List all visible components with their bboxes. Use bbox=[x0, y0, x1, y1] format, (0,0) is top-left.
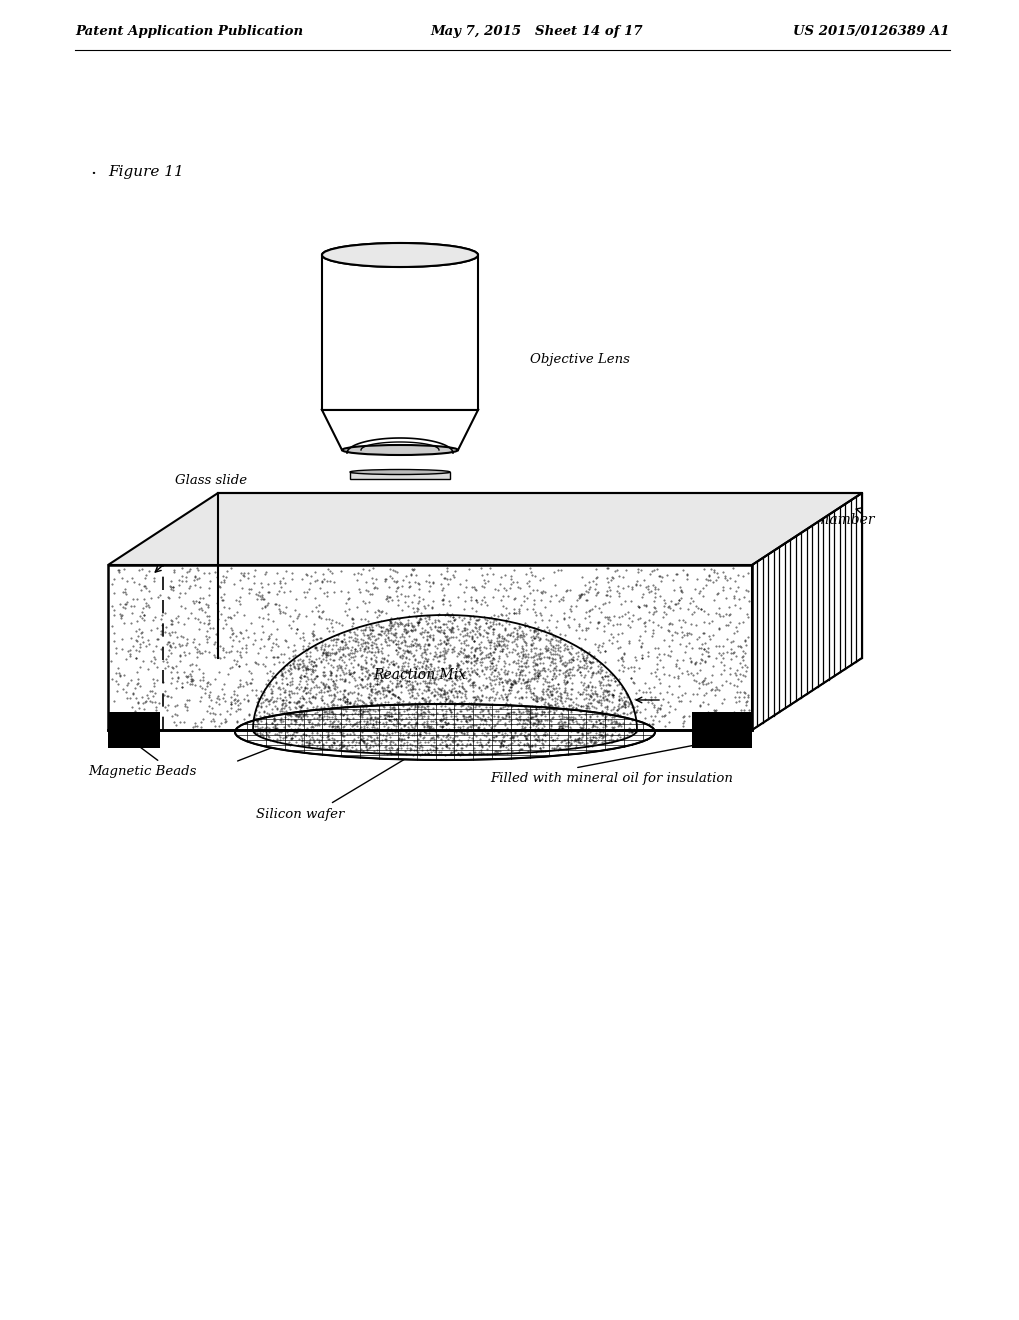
Bar bbox=[691, 711, 751, 748]
Text: Silicon wafer: Silicon wafer bbox=[256, 808, 343, 821]
Text: Figure 11: Figure 11 bbox=[108, 165, 183, 180]
Bar bbox=[322, 255, 478, 411]
Text: ·: · bbox=[90, 165, 96, 183]
Polygon shape bbox=[108, 492, 861, 565]
Polygon shape bbox=[751, 492, 861, 730]
Ellipse shape bbox=[234, 704, 654, 760]
Polygon shape bbox=[253, 615, 637, 755]
Text: Incubation Chamber: Incubation Chamber bbox=[730, 513, 873, 527]
Bar bbox=[350, 473, 449, 479]
Text: Glass slide: Glass slide bbox=[175, 474, 247, 487]
Text: May 7, 2015   Sheet 14 of 17: May 7, 2015 Sheet 14 of 17 bbox=[430, 25, 642, 38]
Bar bbox=[108, 565, 751, 730]
Ellipse shape bbox=[350, 470, 449, 474]
Text: Filled with mineral oil for insulation: Filled with mineral oil for insulation bbox=[489, 772, 733, 785]
Text: Objective Lens: Objective Lens bbox=[530, 354, 630, 367]
Text: Reaction Mix: Reaction Mix bbox=[373, 668, 466, 682]
Text: US 2015/0126389 A1: US 2015/0126389 A1 bbox=[793, 25, 949, 38]
Text: Magnetic Beads: Magnetic Beads bbox=[88, 766, 197, 777]
Ellipse shape bbox=[322, 243, 478, 267]
Bar bbox=[108, 711, 160, 748]
Polygon shape bbox=[322, 411, 478, 450]
Text: Patent Application Publication: Patent Application Publication bbox=[75, 25, 303, 38]
Ellipse shape bbox=[322, 243, 478, 267]
Bar bbox=[108, 565, 751, 730]
Ellipse shape bbox=[341, 445, 458, 455]
